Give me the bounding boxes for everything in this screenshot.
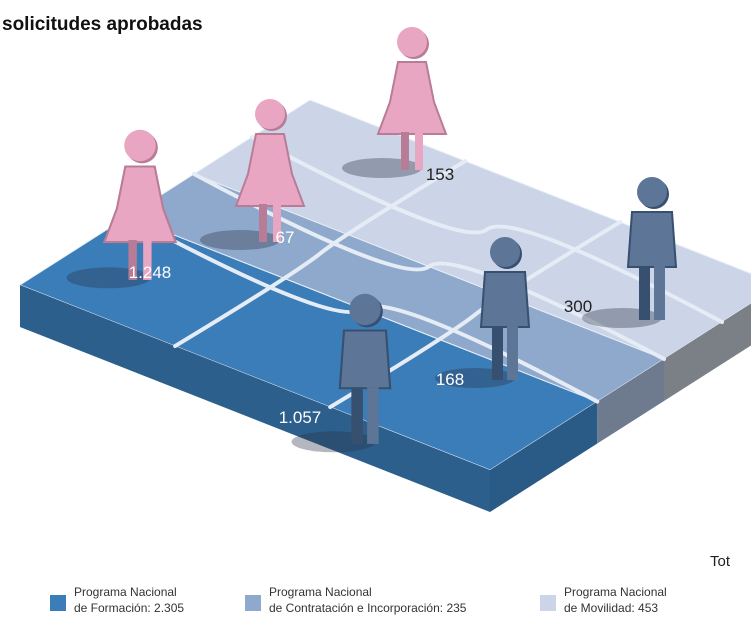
figure: [200, 99, 306, 250]
leg: [128, 240, 137, 280]
figure: [291, 293, 392, 453]
leg: [639, 266, 650, 320]
body: [376, 61, 448, 135]
head: [124, 129, 156, 162]
head: [490, 237, 520, 267]
puzzle-board: [18, 99, 751, 512]
seam: [192, 172, 666, 361]
legend-line: de Movilidad: 453: [564, 601, 658, 615]
figure: [435, 237, 531, 388]
leg: [415, 132, 423, 170]
body: [234, 133, 306, 207]
value-label: 67: [276, 228, 295, 247]
value-label: 1.057: [279, 408, 322, 427]
title: solicitudes aprobadas: [2, 14, 203, 35]
legend-line: Programa Nacional: [74, 585, 177, 599]
leg: [143, 240, 152, 280]
figure: [342, 27, 448, 178]
tile-side: [597, 359, 664, 444]
value-label: 1.248: [129, 263, 172, 282]
shadow: [200, 230, 280, 250]
shadow: [342, 158, 422, 178]
body: [338, 329, 392, 390]
seam: [250, 135, 724, 324]
legend-line: Programa Nacional: [564, 585, 667, 599]
tile-side: [664, 303, 751, 401]
legend-swatch: [50, 595, 66, 611]
leg: [401, 132, 409, 170]
tile-side: [490, 401, 598, 512]
head: [397, 27, 427, 57]
legend: Programa Nacional de Formación: 2.305 Prog…: [50, 585, 667, 615]
body: [626, 211, 678, 268]
legend-line: Programa Nacional: [269, 585, 372, 599]
leg: [367, 387, 379, 444]
legend-swatch: [540, 595, 556, 611]
board-side: [20, 285, 490, 512]
leg: [259, 204, 267, 242]
figure: [66, 129, 178, 289]
leg: [351, 387, 363, 444]
leg: [507, 326, 518, 380]
head: [255, 99, 285, 129]
figure: [582, 177, 678, 328]
legend-swatch: [245, 595, 261, 611]
body: [102, 165, 178, 244]
legend-line: de Formación: 2.305: [74, 601, 184, 615]
leg: [492, 326, 503, 380]
leg: [273, 204, 281, 242]
body: [479, 271, 531, 328]
value-label: 168: [436, 370, 464, 389]
total-label: Tot: [710, 553, 731, 570]
value-label: 153: [426, 165, 454, 184]
legend-line: de Contratación e Incorporación: 235: [269, 601, 467, 615]
figures: 1.248 67 153 1.057 168 300: [66, 27, 678, 453]
head: [349, 293, 381, 326]
head: [637, 177, 667, 207]
seam: [328, 220, 623, 410]
leg: [654, 266, 665, 320]
value-label: 300: [564, 297, 592, 316]
seam: [173, 159, 468, 349]
